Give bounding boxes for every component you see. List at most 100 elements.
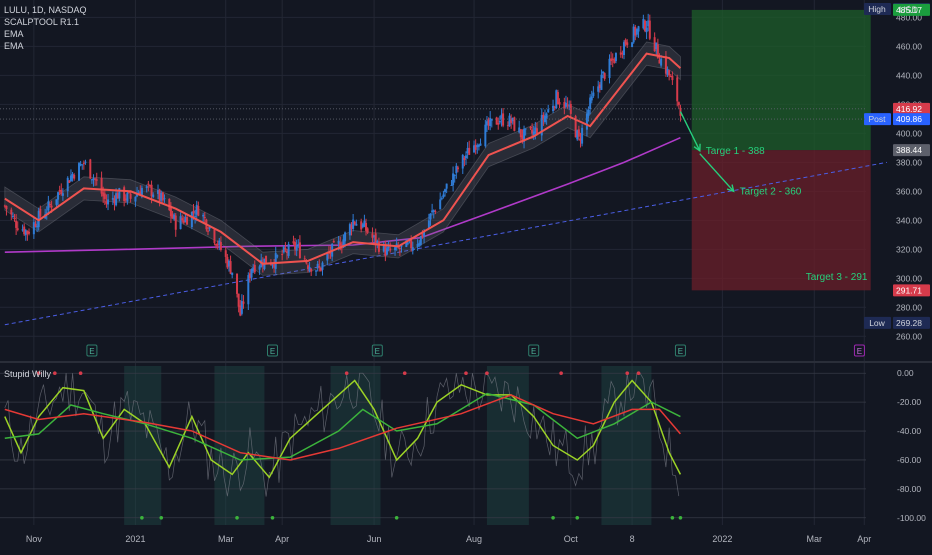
- price-tag-value: 291.71: [896, 285, 922, 295]
- candle: [342, 239, 345, 248]
- candle: [626, 42, 629, 46]
- candle: [666, 68, 669, 75]
- candle: [423, 231, 426, 237]
- candle: [158, 189, 161, 202]
- candle: [247, 275, 250, 305]
- candle: [28, 231, 31, 234]
- osc-bottom-signal: [140, 515, 144, 520]
- candle: [394, 247, 397, 251]
- candle: [642, 18, 645, 29]
- candle: [195, 204, 198, 215]
- price-tag-caption-box: [864, 316, 891, 329]
- candle: [227, 260, 230, 267]
- candle: [113, 198, 116, 204]
- candle: [192, 210, 195, 214]
- earnings-marker: [267, 344, 279, 357]
- trendline: [4, 161, 887, 326]
- indicator-ema-label-2[interactable]: EMA: [4, 41, 24, 51]
- candle: [203, 216, 206, 219]
- candle: [647, 20, 650, 27]
- candle: [635, 29, 638, 35]
- indicator-pane-title[interactable]: Stupid Willy: [4, 369, 52, 379]
- candle: [353, 221, 356, 225]
- indicator-scalptool-label[interactable]: SCALPTOOL R1.1: [4, 17, 80, 27]
- candle: [445, 183, 448, 189]
- osc-bottom-signal: [394, 515, 399, 520]
- y-tick-label: 260.00: [896, 331, 922, 341]
- symbol-title[interactable]: LULU, 1D, NASDAQ: [4, 5, 87, 15]
- x-tick-label: Apr: [275, 534, 289, 544]
- candle: [15, 220, 18, 228]
- candle: [411, 247, 414, 251]
- candle: [506, 125, 509, 127]
- candle: [592, 92, 595, 97]
- candle: [58, 190, 61, 192]
- osc-tick-label: -60.00: [897, 455, 921, 465]
- candle: [215, 243, 218, 246]
- candle: [385, 248, 388, 255]
- candle: [476, 145, 479, 148]
- candle: [118, 188, 121, 199]
- osc-top-signal: [636, 371, 641, 376]
- candle: [611, 58, 614, 61]
- candle: [105, 201, 108, 204]
- candle: [519, 129, 522, 138]
- candle: [637, 26, 640, 32]
- osc-bottom-signal: [670, 515, 675, 520]
- x-tick-label: Nov: [26, 534, 43, 544]
- candle: [107, 199, 110, 205]
- candle: [421, 233, 424, 238]
- candle: [13, 217, 16, 219]
- candle: [273, 264, 276, 268]
- candle: [10, 209, 13, 215]
- candle: [100, 178, 103, 194]
- osc-top-signal: [625, 371, 630, 376]
- x-tick-label: Mar: [218, 534, 234, 544]
- candle: [485, 121, 488, 126]
- candle: [202, 214, 205, 217]
- candle: [532, 131, 535, 136]
- candle: [555, 90, 558, 109]
- candle: [237, 293, 240, 307]
- earnings-marker: [674, 344, 686, 357]
- candle: [477, 144, 480, 147]
- candle: [439, 199, 442, 210]
- target-arrow: [679, 111, 701, 152]
- candle: [57, 192, 60, 200]
- candle: [456, 167, 459, 170]
- candle: [653, 37, 656, 52]
- candle: [92, 178, 95, 181]
- osc-top-signal: [36, 371, 41, 376]
- candle: [168, 198, 171, 211]
- candle: [374, 233, 377, 246]
- candle: [643, 20, 646, 31]
- candle: [577, 129, 580, 137]
- candle: [271, 264, 274, 266]
- candle: [440, 198, 443, 200]
- osc-top-signal: [485, 371, 489, 376]
- candle: [89, 159, 92, 179]
- candle: [45, 212, 48, 214]
- osc-bottom-signal: [270, 515, 275, 520]
- price-tag-value: 485.17: [896, 5, 922, 15]
- osc-top-signal: [344, 371, 349, 376]
- candle: [352, 219, 355, 229]
- candle: [585, 113, 588, 130]
- candle: [82, 162, 85, 164]
- price-tag: [893, 3, 930, 16]
- candle: [179, 216, 182, 230]
- earnings-marker-label: E: [678, 347, 683, 356]
- indicator-ema-label[interactable]: EMA: [4, 29, 24, 39]
- candle: [668, 70, 671, 76]
- candle: [455, 165, 458, 174]
- collapse-arrow-icon[interactable]: <: [904, 3, 910, 13]
- candle: [295, 245, 298, 251]
- candle: [36, 226, 39, 228]
- candle: [518, 127, 521, 133]
- candle: [147, 183, 150, 185]
- candle: [669, 75, 672, 78]
- candle: [319, 267, 322, 271]
- candle: [495, 117, 498, 125]
